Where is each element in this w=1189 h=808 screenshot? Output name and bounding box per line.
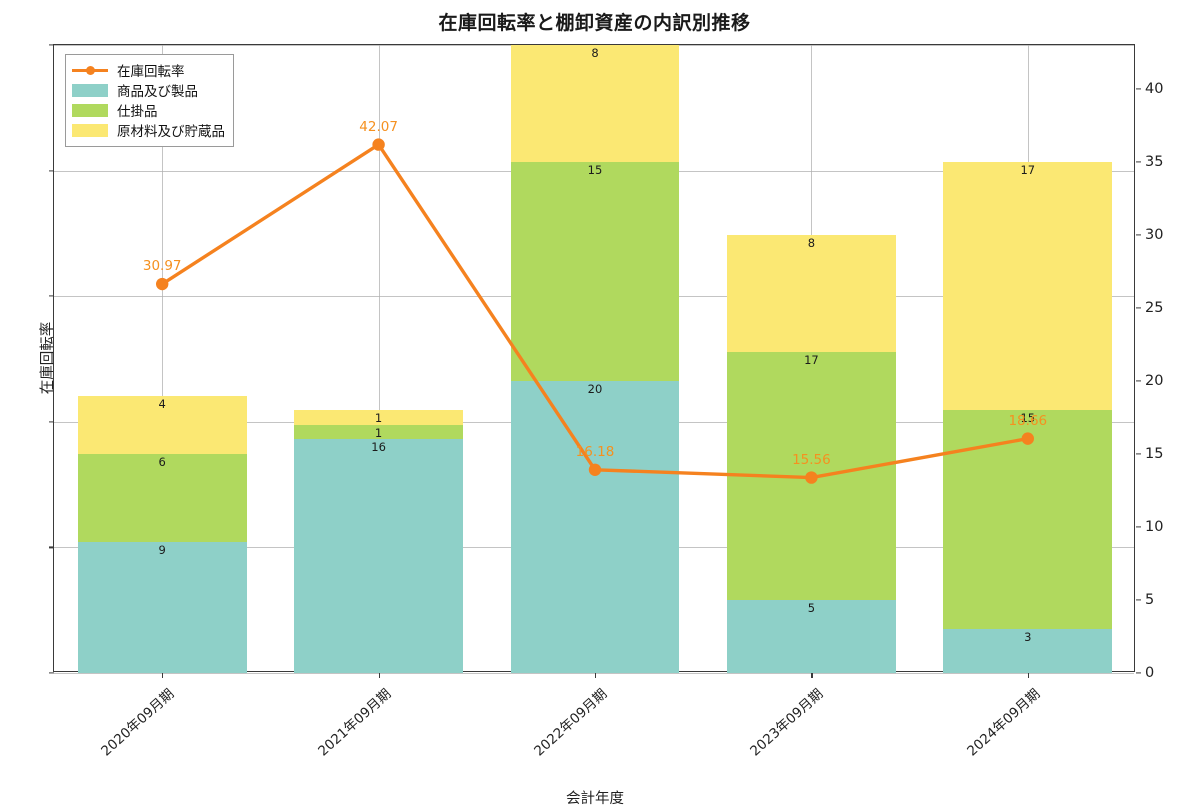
chart-title: 在庫回転率と棚卸資産の内訳別推移	[438, 12, 751, 34]
x-axis-tick-label: 2023年09月期	[747, 685, 827, 760]
legend-item[interactable]: 商品及び製品	[72, 80, 225, 100]
bar-segment	[510, 380, 680, 673]
bar-segment	[943, 629, 1113, 673]
legend-item[interactable]: 原材料及び貯蔵品	[72, 120, 225, 140]
line-value-label: 42.07	[359, 118, 398, 135]
bar-segment	[510, 45, 680, 162]
x-axis-tick-mark	[378, 673, 380, 678]
line-path	[160, 142, 1030, 480]
y-axis-right-tick-mark	[1136, 307, 1141, 309]
y-axis-left-tick-mark	[49, 672, 54, 674]
y-axis-right-tick-mark	[1136, 161, 1141, 163]
bar-segment	[727, 599, 896, 673]
gridline-vertical	[378, 45, 380, 671]
y-axis-right-tick-mark	[1136, 453, 1141, 455]
y-axis-right-tick-mark	[1136, 88, 1141, 90]
x-axis-tick-mark	[162, 673, 164, 678]
bar-segment	[294, 410, 463, 425]
chart-figure: 在庫回転率と棚卸資産の内訳別推移 9 6 4 16 1 1 20 15 8 5 17 8 3 15 17 在…	[40, 12, 1164, 807]
y-axis-right-tick-mark	[1136, 380, 1141, 382]
y-axis-left-tick-mark	[49, 546, 54, 548]
y-axis-right-tick-label: 30	[1145, 226, 1164, 243]
y-axis-right-tick-label: 40	[1145, 80, 1164, 97]
y-axis-right-tick-label: 0	[1145, 665, 1155, 681]
bar-segment	[294, 439, 463, 673]
x-axis-tick-label: 2024年09月期	[964, 685, 1044, 760]
y-axis-right-tick-mark	[1136, 234, 1141, 236]
bar-segment	[943, 410, 1113, 630]
bar-segment	[77, 395, 247, 454]
bar-segment	[943, 161, 1113, 411]
legend-item-label: 在庫回転率	[117, 64, 185, 80]
legend-line-marker-icon	[72, 64, 108, 77]
y-axis-right-tick-label: 5	[1145, 591, 1155, 608]
y-axis-left-tick-mark	[49, 295, 54, 297]
legend-color-swatch	[72, 123, 108, 137]
chart-legend: 在庫回転率商品及び製品 仕掛品原材料及び貯蔵品	[65, 54, 234, 147]
legend-item-label: 原材料及び貯蔵品	[117, 124, 225, 140]
line-data-point	[372, 138, 385, 151]
line-series-layer	[156, 138, 1034, 484]
y-axis-right-tick-label: 25	[1145, 299, 1164, 316]
y-axis-right-tick-mark	[1136, 599, 1141, 601]
line-value-label: 18.66	[1008, 412, 1048, 429]
line-data-point	[1021, 432, 1034, 445]
x-axis-tick-label: 2022年09月期	[531, 685, 611, 760]
y-axis-left-label: 在庫回転率	[39, 321, 56, 395]
y-axis-left-tick-mark	[49, 170, 54, 172]
legend-item-label: 仕掛品	[117, 104, 158, 120]
x-axis-tick-mark	[1027, 673, 1029, 678]
line-data-point	[156, 277, 169, 291]
y-axis-right-tick-label: 10	[1145, 518, 1164, 535]
bar-segment	[294, 424, 463, 440]
x-axis-tick-mark	[811, 673, 813, 678]
legend-item[interactable]: 仕掛品	[72, 100, 225, 120]
x-axis-label: 会計年度	[566, 791, 624, 807]
legend-item-label: 商品及び製品	[117, 84, 198, 100]
bar-segment	[510, 161, 680, 381]
line-data-point	[805, 471, 818, 484]
y-axis-right-tick-label: 35	[1145, 153, 1164, 170]
legend-item[interactable]: 在庫回転率	[72, 60, 225, 80]
y-axis-right-tick-mark	[1136, 526, 1141, 528]
legend-color-swatch	[72, 83, 108, 97]
y-axis-right-tick-label: 20	[1145, 372, 1164, 389]
line-data-point	[588, 463, 602, 476]
line-value-label: 30.97	[142, 258, 182, 275]
gridline-horizontal	[54, 673, 1134, 674]
y-axis-right-tick-label: 15	[1145, 445, 1164, 462]
bar-segment	[727, 234, 896, 352]
bar-segment	[77, 453, 247, 542]
y-axis-left-tick-mark	[49, 44, 54, 46]
x-axis-tick-label: 2020年09月期	[98, 685, 178, 760]
line-value-label: 16.18	[575, 443, 615, 460]
gridline-vertical	[162, 45, 164, 671]
bar-segment	[77, 541, 247, 673]
x-axis-tick-label: 2021年09月期	[314, 685, 394, 760]
y-axis-left-tick-mark	[49, 421, 54, 423]
y-axis-right-tick-mark	[1136, 672, 1141, 674]
line-value-label: 15.56	[792, 451, 831, 468]
legend-color-swatch	[72, 103, 108, 117]
x-axis-tick-mark	[595, 673, 597, 678]
